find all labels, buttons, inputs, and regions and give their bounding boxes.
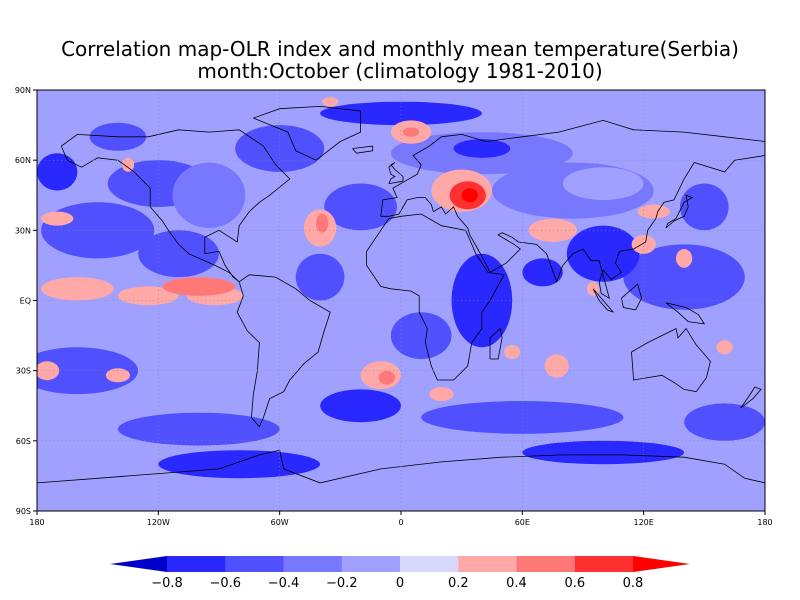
correlation-patch: [504, 345, 521, 359]
colorbar-segment: [225, 556, 285, 572]
correlation-patch: [378, 370, 395, 385]
correlation-patch: [623, 244, 745, 310]
correlation-patch: [105, 368, 130, 383]
lat-tick-label: 60S: [16, 437, 31, 446]
correlation-patch: [172, 162, 246, 228]
lat-tick-label: 30S: [16, 367, 31, 376]
colorbar-segment: [516, 556, 576, 572]
correlation-patch: [121, 157, 135, 172]
correlation-patch: [461, 188, 478, 203]
correlation-patch: [716, 340, 733, 355]
coastline: [592, 288, 614, 313]
latitude-axis: 90N 60N 30N EQ 30S 60S 90S: [15, 86, 37, 516]
correlation-patch: [390, 312, 452, 359]
colorbar-segment: [167, 556, 226, 572]
map-title-line1: Correlation map-OLR index and monthly me…: [61, 37, 739, 61]
colorbar-label: 0.6: [564, 576, 585, 591]
lat-tick-label: 90S: [16, 507, 31, 516]
correlation-patch: [429, 387, 454, 402]
correlation-patch: [676, 249, 693, 268]
correlation-patch: [320, 101, 482, 126]
coastline: [665, 194, 694, 229]
correlation-patch: [37, 347, 139, 395]
correlation-patch: [162, 277, 236, 296]
correlation-patch: [295, 253, 345, 301]
correlation-patch: [158, 450, 321, 479]
colorbar-low-arrow: [110, 556, 167, 572]
colorbar-label: −0.2: [326, 576, 358, 591]
correlation-patch: [41, 211, 74, 226]
colorbar: −0.8 −0.6 −0.4 −0.2 0 0.2 0.4 0.6 0.8: [110, 556, 690, 591]
coastline: [621, 283, 643, 311]
coastline: [37, 449, 765, 484]
correlation-patch: [403, 127, 420, 137]
coastline: [631, 327, 711, 393]
lat-tick-label: 90N: [15, 86, 31, 95]
correlation-patch: [684, 403, 765, 441]
colorbar-label: 0.8: [623, 576, 644, 591]
coastline: [253, 105, 362, 161]
coastline: [366, 213, 505, 381]
lon-tick-label: 0: [398, 518, 403, 527]
coastline: [740, 386, 762, 409]
lon-tick-label: 120E: [634, 518, 654, 527]
correlation-patch: [680, 183, 729, 231]
colorbar-segment: [458, 556, 518, 572]
colorbar-segment: [400, 556, 459, 572]
coastline: [489, 327, 503, 360]
coastline: [388, 162, 404, 184]
correlation-patch: [566, 225, 640, 282]
coastline: [236, 274, 331, 428]
coastline: [380, 119, 765, 300]
correlation-field: [37, 90, 765, 511]
colorbar-label: 0: [396, 576, 404, 591]
colorbar-segment: [574, 556, 634, 572]
correlation-patch: [522, 258, 563, 287]
correlation-patch: [453, 139, 511, 158]
correlation-patch: [41, 277, 114, 301]
correlation-patch: [637, 204, 670, 219]
coastline: [665, 302, 706, 325]
correlation-patch: [37, 361, 60, 381]
correlation-patch: [324, 183, 397, 231]
lon-tick-label: 180: [757, 518, 772, 527]
colorbar-label: 0.4: [506, 576, 527, 591]
lon-tick-label: 60E: [515, 518, 530, 527]
longitude-axis: 180 120W 60W 0 60E 120E 180: [29, 511, 773, 527]
lat-tick-label: 30N: [15, 226, 31, 235]
correlation-patch: [322, 97, 339, 107]
colorbar-label: −0.4: [268, 576, 300, 591]
correlation-patch: [544, 354, 569, 378]
lon-tick-label: 120W: [147, 518, 170, 527]
correlation-patch: [316, 213, 329, 233]
colorbar-label: −0.8: [151, 576, 183, 591]
correlation-patch: [631, 235, 656, 254]
correlation-patch: [528, 218, 577, 242]
colorbar-label: 0.2: [448, 576, 469, 591]
coastline: [352, 145, 374, 154]
colorbar-segment: [283, 556, 343, 572]
correlation-patch: [235, 125, 325, 172]
colorbar-segment: [341, 556, 401, 572]
lon-tick-label: 60W: [271, 518, 289, 527]
correlation-patch: [117, 412, 280, 446]
correlation-patch: [562, 167, 644, 201]
colorbar-label: −0.6: [210, 576, 242, 591]
lat-tick-label: 60N: [15, 156, 31, 165]
map-title-line2: month:October (climatology 1981-2010): [197, 59, 603, 83]
coastline: [60, 129, 291, 283]
correlation-patch: [421, 401, 624, 434]
lat-tick-label: EQ: [20, 297, 31, 306]
coastlines: [37, 105, 765, 484]
correlation-patch: [37, 153, 78, 191]
lon-tick-label: 180: [29, 518, 44, 527]
grid-lines: [37, 90, 765, 511]
correlation-patch: [320, 389, 401, 423]
colorbar-high-arrow: [633, 556, 690, 572]
correlation-patch: [522, 440, 685, 465]
